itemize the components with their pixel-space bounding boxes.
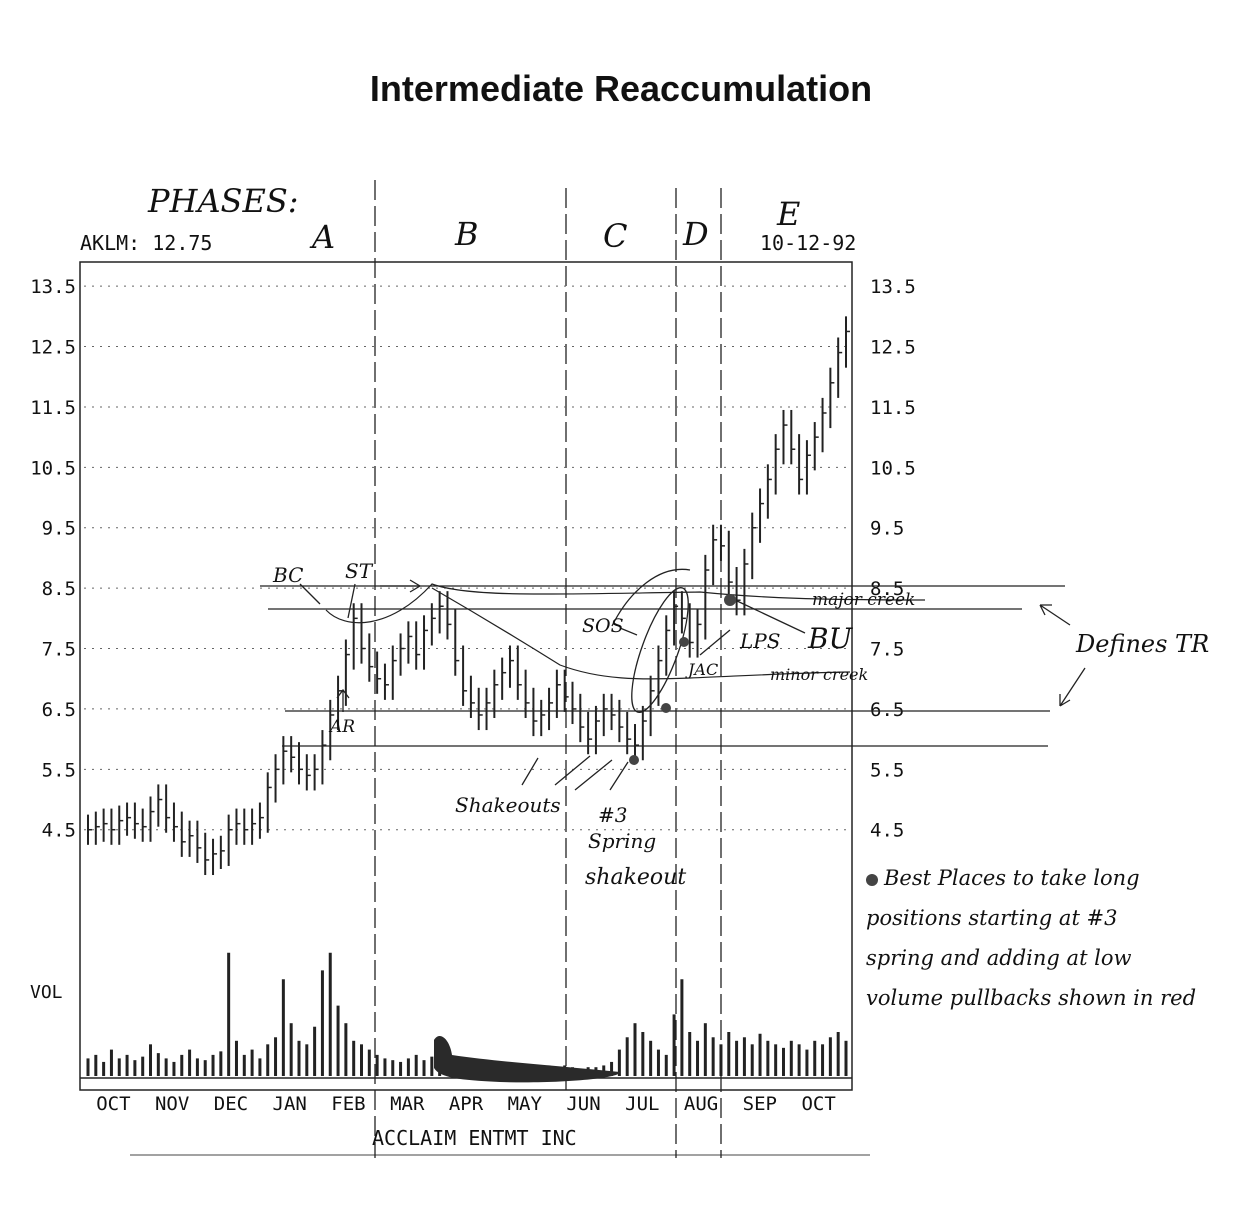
phase-label-e: E xyxy=(776,195,800,233)
note-line-1: Best Places to take long xyxy=(866,858,1226,898)
note-line-3: spring and adding at low xyxy=(866,946,1132,970)
y-tick-label-left: 7.5 xyxy=(42,639,76,661)
st-label: ST xyxy=(345,559,374,583)
phase-label-a: A xyxy=(309,218,335,256)
bu-entry-dot xyxy=(724,594,736,606)
sos-ellipse xyxy=(631,587,689,713)
ar-arrow xyxy=(336,688,350,712)
month-label: MAR xyxy=(390,1093,425,1115)
y-tick-label-left: 13.5 xyxy=(30,276,76,298)
y-tick-label-right: 8.5 xyxy=(870,578,904,600)
shakeout-arrows xyxy=(521,755,629,791)
y-tick-label-right: 5.5 xyxy=(870,759,904,781)
entry-dot-icon xyxy=(866,873,878,886)
spring-number-label: #3 xyxy=(598,803,627,827)
y-tick-label-left: 4.5 xyxy=(42,820,76,842)
month-label: OCT xyxy=(801,1093,835,1115)
month-label: FEB xyxy=(331,1093,365,1115)
month-label: JAN xyxy=(273,1093,307,1115)
y-tick-label-right: 7.5 xyxy=(870,639,904,661)
month-layer: OCT NOV DEC JAN FEB MAR APR MAY JUN JUL AUG SEP OCT xyxy=(96,1093,836,1115)
phases-heading: PHASES: xyxy=(147,182,299,220)
defines-tr-arrow-down xyxy=(1059,667,1086,707)
y-tick-label-right: 9.5 xyxy=(870,518,904,540)
shakeout-label: shakeout xyxy=(585,865,686,890)
ar-label: AR xyxy=(328,717,355,737)
y-tick-label-right: 13.5 xyxy=(870,276,916,298)
phase-label-d: D xyxy=(682,215,709,253)
note-line-4: volume pullbacks shown in red xyxy=(866,986,1197,1010)
phase-label-c: C xyxy=(603,217,627,255)
defines-tr-label: Defines TR xyxy=(1075,630,1209,658)
low-volume-highlight xyxy=(434,1035,621,1083)
price-layer xyxy=(87,316,850,876)
y-tick-label-right: 6.5 xyxy=(870,699,904,721)
y-tick-label-right: 11.5 xyxy=(870,397,916,419)
sos-label-arrow xyxy=(619,627,638,636)
st-arrow-right xyxy=(380,579,422,593)
month-label: APR xyxy=(449,1093,484,1115)
y-tick-label-right: 12.5 xyxy=(870,337,916,359)
major-creek-curve xyxy=(325,583,926,624)
date-label: 10-12-92 xyxy=(760,231,856,255)
month-label: SEP xyxy=(743,1093,777,1115)
month-label: NOV xyxy=(155,1093,189,1115)
lps-arrow xyxy=(699,629,731,656)
defines-tr-arrow-up xyxy=(1039,604,1071,626)
minor-creek-curve xyxy=(431,587,851,680)
sos-arrow xyxy=(611,568,691,627)
bc-label: BC xyxy=(272,563,303,587)
company-label: ACCLAIM ENTMT INC xyxy=(372,1126,577,1150)
y-tick-label-left: 8.5 xyxy=(42,578,76,600)
lps-entry-dot-1 xyxy=(661,703,671,713)
y-tick-label-left: 11.5 xyxy=(30,397,76,419)
y-tick-label-right: 4.5 xyxy=(870,820,904,842)
y-tick-label-left: 9.5 xyxy=(42,518,76,540)
note-line-2: positions starting at #3 xyxy=(866,906,1118,930)
bu-label: BU xyxy=(807,622,854,655)
y-tick-label-right: 10.5 xyxy=(870,457,916,479)
ticker-label: AKLM: 12.75 xyxy=(80,231,212,255)
major-creek-label: major creek xyxy=(812,590,915,610)
grid-layer xyxy=(84,285,848,831)
best-places-note: Best Places to take long positions start… xyxy=(866,858,1226,1018)
bu-arrow xyxy=(734,599,806,634)
spring-label: Spring xyxy=(588,829,656,853)
bc-arrow xyxy=(299,583,321,605)
month-label: AUG xyxy=(684,1093,718,1115)
lps-label: LPS xyxy=(739,629,780,653)
month-label: DEC xyxy=(214,1093,248,1115)
minor-creek-label: minor creek xyxy=(770,665,868,684)
volume-label: VOL xyxy=(30,982,63,1003)
month-label: JUL xyxy=(625,1093,659,1115)
spring-entry-dot xyxy=(629,755,639,765)
price-frame xyxy=(79,261,853,1091)
lps-entry-dot-2 xyxy=(679,637,689,647)
y-tick-label-left: 6.5 xyxy=(42,699,76,721)
st-arrow xyxy=(347,583,356,619)
month-label: JUN xyxy=(566,1093,600,1115)
chart-title: Intermediate Reaccumulation xyxy=(369,68,873,109)
tick-layer: 13.5 13.5 12.5 12.5 11.5 11.5 10.5 10.5 9.5 9.5 8.… xyxy=(30,276,916,842)
y-tick-label-left: 5.5 xyxy=(42,759,76,781)
jac-label: JAC xyxy=(685,660,718,679)
month-label: MAY xyxy=(508,1093,543,1115)
shakeouts-label: Shakeouts xyxy=(455,793,561,817)
y-tick-label-left: 12.5 xyxy=(30,337,76,359)
month-label: OCT xyxy=(96,1093,130,1115)
phase-label-b: B xyxy=(454,215,479,253)
sos-label: SOS xyxy=(582,615,624,637)
y-tick-label-left: 10.5 xyxy=(30,457,76,479)
